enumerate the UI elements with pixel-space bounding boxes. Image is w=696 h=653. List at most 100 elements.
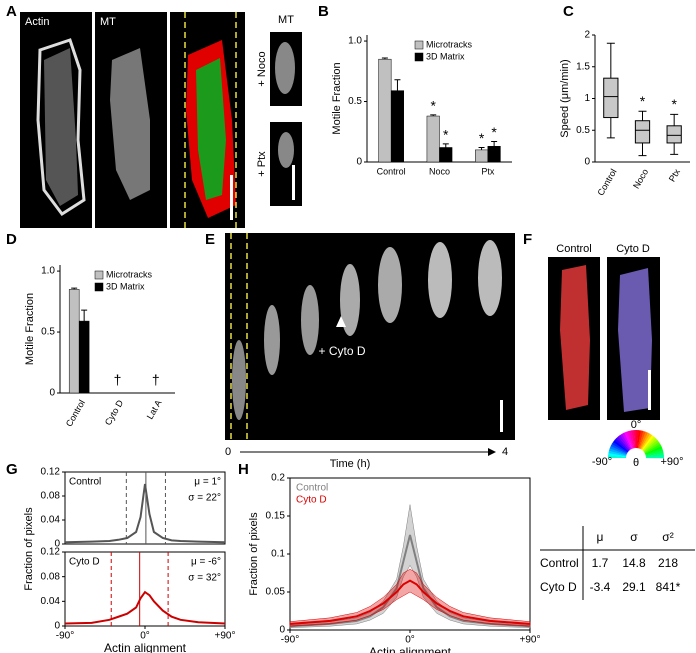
significance-mark: † (114, 372, 122, 388)
significance-mark: * (640, 93, 646, 109)
arrow-head (488, 448, 496, 456)
table-cell: Cyto D (540, 580, 577, 594)
time-end: 4 (502, 446, 508, 458)
x-tick-label: Lat A (145, 398, 164, 421)
cell-body (275, 42, 295, 94)
table-cell: Control (540, 556, 579, 570)
wheel-hole (626, 448, 646, 468)
table-header: σ (630, 530, 638, 544)
sd-label: σ = 22° (188, 493, 221, 504)
mean-label: μ = -6° (191, 557, 221, 568)
curve (64, 590, 226, 625)
significance-mark: * (671, 96, 677, 112)
x-tick-label: Ptx (481, 166, 495, 176)
cell (340, 264, 360, 336)
y-tick-label: 0.08 (41, 491, 61, 502)
significance-mark: * (443, 127, 449, 143)
x-tick-label: Ptx (667, 167, 682, 184)
bar (426, 115, 440, 163)
image-label: MT (278, 14, 294, 26)
wheel-label: θ (633, 457, 639, 469)
y-tick-label: 0.08 (41, 571, 61, 582)
y-tick-label: 0.12 (41, 467, 61, 478)
image-label: MT (100, 16, 116, 28)
cell (428, 242, 452, 318)
x-tick-label: 0° (140, 631, 150, 642)
y-axis-label: Motile Fraction (24, 293, 36, 365)
legend-label: Control (296, 483, 328, 494)
box (634, 120, 651, 144)
bar (487, 146, 501, 163)
y-tick-label: 0 (54, 621, 60, 632)
y-tick-label: 0.5 (41, 327, 55, 338)
y-axis-label: Fraction of pixels (248, 512, 260, 596)
scale-bar (292, 165, 295, 200)
error-bar (71, 287, 78, 290)
y-tick-label: 0 (356, 157, 362, 168)
y-tick-label: 1.0 (41, 266, 55, 277)
y-tick-label: 0.5 (348, 96, 362, 107)
error-bar (491, 140, 498, 147)
y-tick-label: 0.05 (266, 587, 286, 598)
table-cell: 29.1 (622, 580, 646, 594)
y-tick-label: 0.12 (41, 547, 61, 558)
y-tick-label: 0 (584, 157, 590, 168)
table-header: μ (597, 530, 604, 544)
curve (289, 579, 531, 625)
plot-frame (64, 471, 226, 545)
significance-mark: † (152, 372, 160, 388)
y-axis-label: Speed (μm/min) (559, 59, 571, 137)
significance-mark: * (491, 124, 497, 140)
y-axis-label: Motile Fraction (331, 62, 343, 134)
x-tick-label: Control (595, 167, 618, 197)
cell-body (110, 48, 150, 200)
table-header: σ² (662, 530, 673, 544)
panel-label: A (6, 3, 17, 20)
x-tick-label: Control (64, 398, 87, 428)
panel-label: H (238, 461, 249, 478)
time-start: 0 (225, 446, 231, 458)
legend-swatch (414, 40, 424, 50)
y-tick-label: 0.2 (271, 473, 285, 484)
wheel-label: +90° (660, 456, 683, 468)
cell (232, 340, 246, 420)
y-tick-label: 1.0 (348, 36, 362, 47)
legend-swatch (94, 270, 104, 280)
wheel-label: 0° (631, 419, 642, 431)
legend-label: Microtracks (106, 269, 153, 279)
bar (439, 147, 453, 163)
legend-swatch (94, 282, 104, 292)
y-tick-label: 0 (49, 388, 55, 399)
y-tick-label: 0 (54, 539, 60, 550)
annotation: + Cyto D (318, 344, 365, 358)
table-cell: 14.8 (622, 556, 646, 570)
y-tick-label: 0 (279, 625, 285, 636)
wheel-label: -90° (592, 456, 612, 468)
x-tick-label: Noco (631, 167, 650, 190)
table-cell: 841* (656, 580, 681, 594)
error-bar (442, 143, 449, 148)
bar (390, 90, 404, 163)
cell (618, 268, 652, 412)
image-label: Control (556, 243, 591, 255)
panel-label: G (6, 461, 18, 478)
bar (68, 289, 80, 394)
panel-label: F (523, 231, 532, 248)
panel-label: C (563, 3, 574, 20)
cell-mt (196, 58, 226, 200)
legend-label: 3D Matrix (106, 281, 145, 291)
significance-mark: * (479, 130, 485, 146)
x-tick-label: -90° (56, 631, 74, 642)
panel-label: B (318, 3, 329, 20)
cell-body (44, 48, 78, 206)
error-band (289, 504, 531, 628)
y-tick-label: 1 (584, 93, 590, 104)
error-band (289, 568, 531, 627)
table-cell: 218 (658, 556, 678, 570)
scale-bar (648, 370, 651, 410)
y-tick-label: 2 (584, 30, 590, 41)
x-axis-label: Actin alignment (369, 645, 452, 653)
image-label: Actin (25, 16, 49, 28)
box (666, 125, 682, 144)
